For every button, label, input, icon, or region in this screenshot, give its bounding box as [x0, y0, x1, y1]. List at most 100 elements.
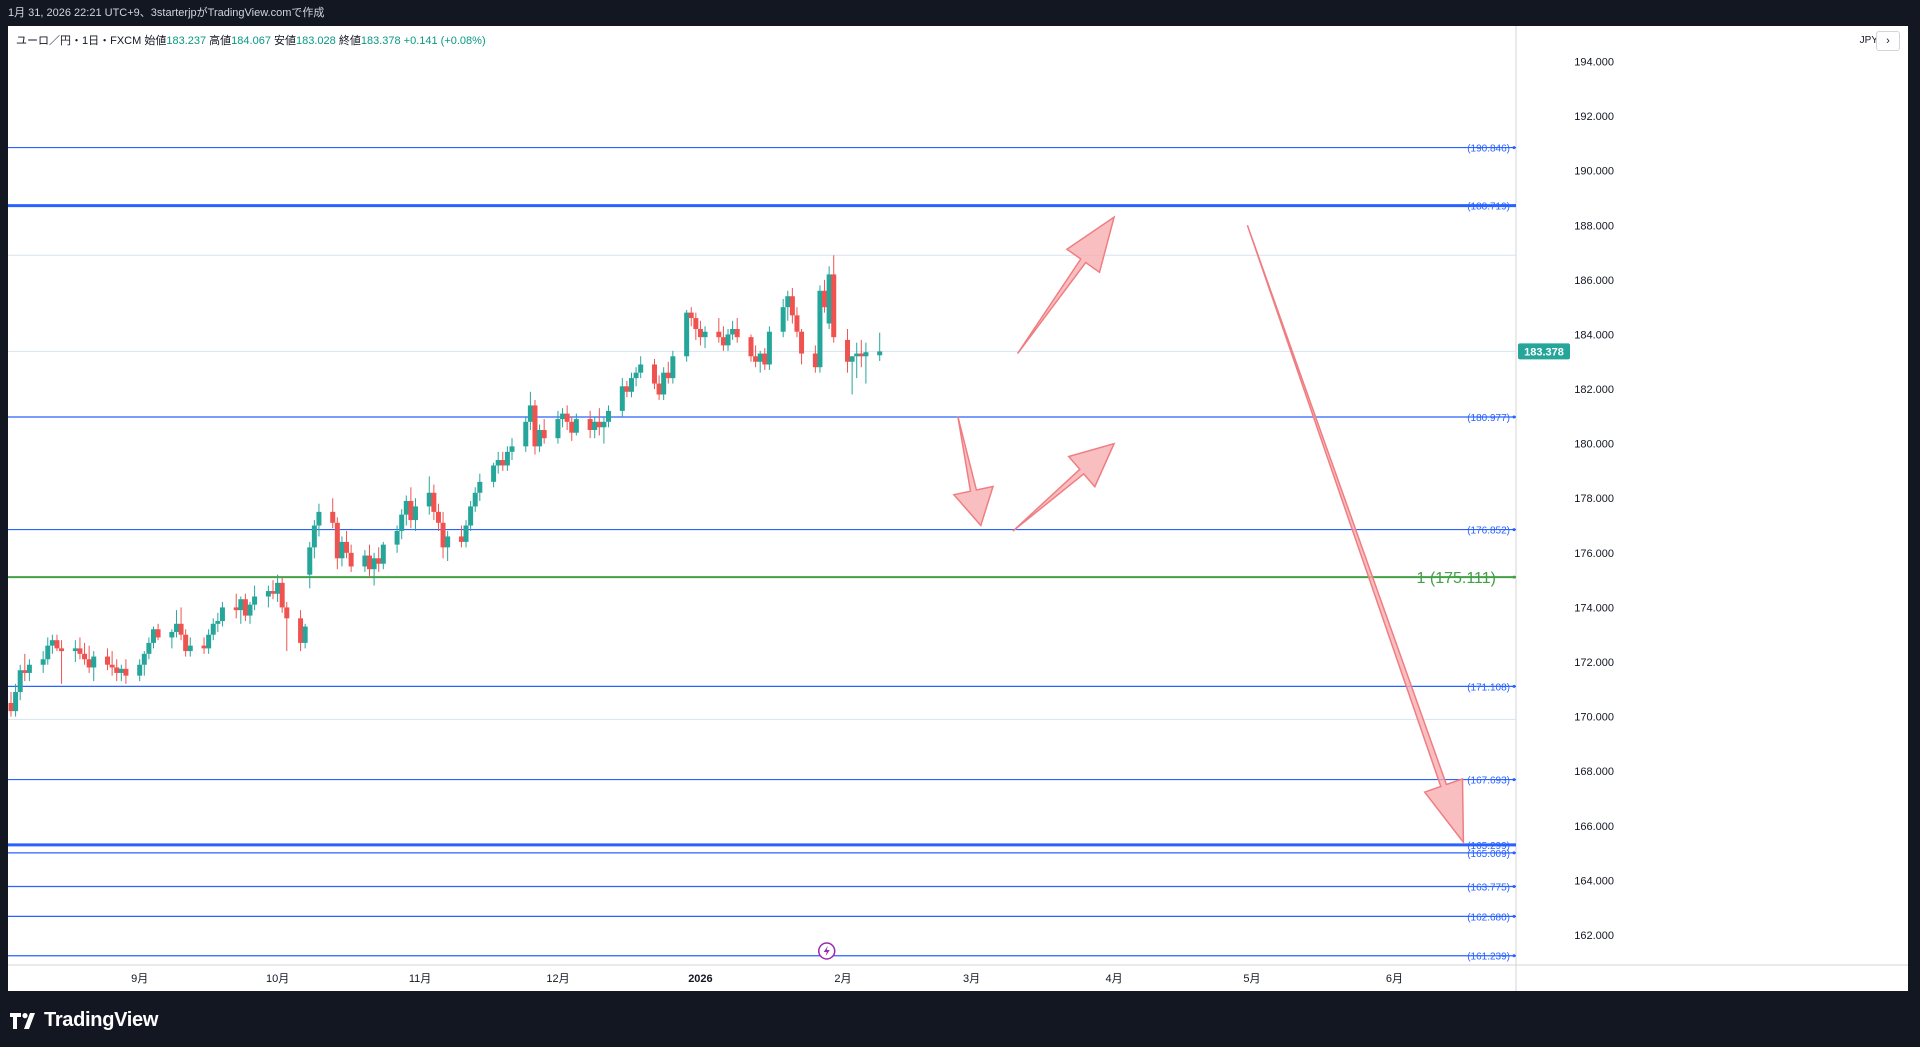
candle-body — [665, 372, 671, 379]
top-caption-bar: 1月 31, 2026 22:21 UTC+9、3starterjpがTradi… — [0, 0, 1920, 26]
candle-body — [440, 522, 446, 548]
time-tick-label: 12月 — [546, 973, 569, 985]
brand-logo[interactable]: TradingView — [10, 1009, 158, 1032]
candle-body — [656, 383, 662, 395]
candle-body — [394, 530, 400, 545]
candle — [472, 487, 478, 512]
candle-body — [146, 642, 152, 654]
candle-body — [633, 372, 639, 379]
candle — [8, 692, 14, 717]
candle-body — [371, 558, 377, 570]
candle-body — [284, 607, 290, 619]
candle — [509, 438, 515, 461]
candle-body — [45, 645, 51, 660]
lightning-icon — [817, 942, 836, 960]
candle-body — [532, 405, 538, 447]
candle — [592, 416, 598, 439]
last-price-label: 183.378 — [1524, 346, 1564, 358]
candle — [17, 664, 23, 701]
candle — [831, 255, 837, 343]
candle-body — [799, 331, 805, 354]
candle-body — [638, 364, 644, 373]
candle-body — [504, 451, 510, 466]
candle — [114, 659, 120, 682]
candle-body — [794, 315, 800, 332]
candle — [477, 473, 483, 501]
candle-body — [587, 419, 593, 430]
price-tick-label: 166.000 — [1574, 821, 1614, 833]
price-tick-label: 178.000 — [1574, 493, 1614, 505]
candle-body — [817, 290, 823, 368]
candle-body — [109, 664, 115, 668]
candle-body — [307, 547, 313, 575]
candle — [279, 577, 285, 613]
candle-body — [619, 386, 625, 411]
candle — [725, 328, 731, 351]
candle — [757, 350, 763, 373]
projection-arrows — [952, 215, 1465, 845]
tradingview-logo-icon — [10, 1012, 35, 1029]
candle — [155, 623, 161, 641]
price-tick-label: 176.000 — [1574, 548, 1614, 560]
candle-body — [412, 506, 418, 521]
candle-body — [624, 386, 630, 392]
candle — [201, 637, 207, 654]
candle — [527, 391, 533, 430]
candle — [330, 498, 336, 529]
open-value: 183.237 — [166, 35, 207, 47]
candle-body — [863, 352, 869, 357]
candle-body — [435, 511, 441, 523]
candle-body — [753, 356, 759, 362]
candle-body — [702, 331, 708, 338]
time-tick-label: 5月 — [1243, 973, 1260, 985]
candle — [656, 375, 662, 400]
candle — [298, 610, 304, 652]
price-tick-label: 164.000 — [1574, 875, 1614, 887]
candle-body — [54, 640, 60, 649]
candle-body — [697, 328, 703, 338]
candle-body — [334, 522, 340, 559]
projection-arrow — [1012, 442, 1116, 532]
scroll-to-realtime-button[interactable]: › — [1876, 31, 1900, 51]
candle — [716, 318, 722, 343]
candle-body — [564, 413, 570, 422]
symbol-title[interactable]: ユーロ／円・1日・FXCM — [16, 35, 142, 47]
candle-body — [330, 511, 336, 523]
candle — [247, 601, 253, 624]
time-tick-label: 10月 — [266, 973, 289, 985]
candle — [376, 547, 382, 572]
candle — [45, 637, 51, 665]
candle-body — [458, 536, 464, 542]
candle — [183, 629, 189, 657]
candle — [316, 503, 322, 537]
candle-body — [155, 629, 161, 638]
candle — [785, 290, 791, 321]
candle — [275, 574, 281, 602]
candle-body — [463, 525, 469, 542]
candle — [445, 530, 451, 562]
candle — [684, 309, 690, 362]
projection-arrow — [952, 416, 995, 528]
candle-body — [265, 591, 271, 597]
candle-body — [141, 653, 147, 665]
candle-body — [339, 541, 345, 559]
candle — [564, 405, 570, 430]
candle-body — [812, 353, 818, 368]
price-chart[interactable]: 162.000 164.000 166.000 168.000 170.000 172.0… — [8, 26, 1908, 991]
candle-body — [693, 318, 699, 329]
last-price-tag — [1518, 343, 1570, 360]
candle — [123, 659, 129, 684]
candle-body — [137, 664, 143, 676]
candle — [426, 476, 432, 515]
level-handle — [1512, 914, 1516, 918]
candle — [146, 637, 152, 660]
candle — [661, 367, 667, 400]
level-label: (190.846) — [1467, 144, 1510, 155]
chart-frame: 162.000 164.000 166.000 168.000 170.000 172.0… — [8, 26, 1908, 991]
candle — [54, 634, 60, 652]
candle — [367, 544, 373, 578]
candle-body — [628, 378, 634, 392]
currency-label[interactable]: JPY — [1859, 35, 1878, 46]
candle — [780, 298, 786, 338]
high-label: 高値 — [209, 35, 232, 47]
